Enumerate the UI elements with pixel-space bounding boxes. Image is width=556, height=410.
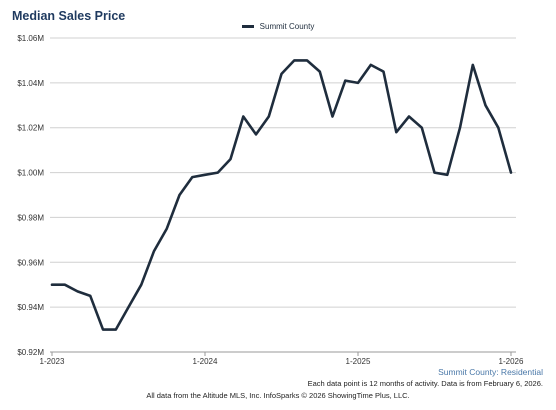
y-tick-label: $0.96M	[17, 258, 44, 267]
x-tick-label: 1-2025	[346, 357, 371, 366]
x-tick-label: 1-2024	[193, 357, 218, 366]
x-tick-label: 1-2023	[40, 357, 65, 366]
y-tick-label: $1.02M	[17, 124, 44, 133]
footer-credit: All data from the Altitude MLS, Inc. Inf…	[146, 391, 410, 400]
legend-swatch	[241, 25, 254, 28]
legend: Summit County	[0, 22, 556, 31]
y-tick-label: $1.04M	[17, 79, 44, 88]
y-tick-label: $0.92M	[17, 348, 44, 357]
y-tick-label: $0.94M	[17, 303, 44, 312]
y-tick-label: $0.98M	[17, 213, 44, 222]
legend-label: Summit County	[259, 22, 315, 31]
activity-note: Each data point is 12 months of activity…	[307, 379, 543, 388]
x-tick-label: 1-2026	[499, 357, 524, 366]
y-tick-label: $1.06M	[17, 34, 44, 43]
series-line	[50, 59, 513, 331]
chart-title: Median Sales Price	[12, 9, 126, 23]
chart-subtitle: Summit County: Residential	[438, 367, 543, 377]
y-tick-label: $1.00M	[17, 169, 44, 178]
